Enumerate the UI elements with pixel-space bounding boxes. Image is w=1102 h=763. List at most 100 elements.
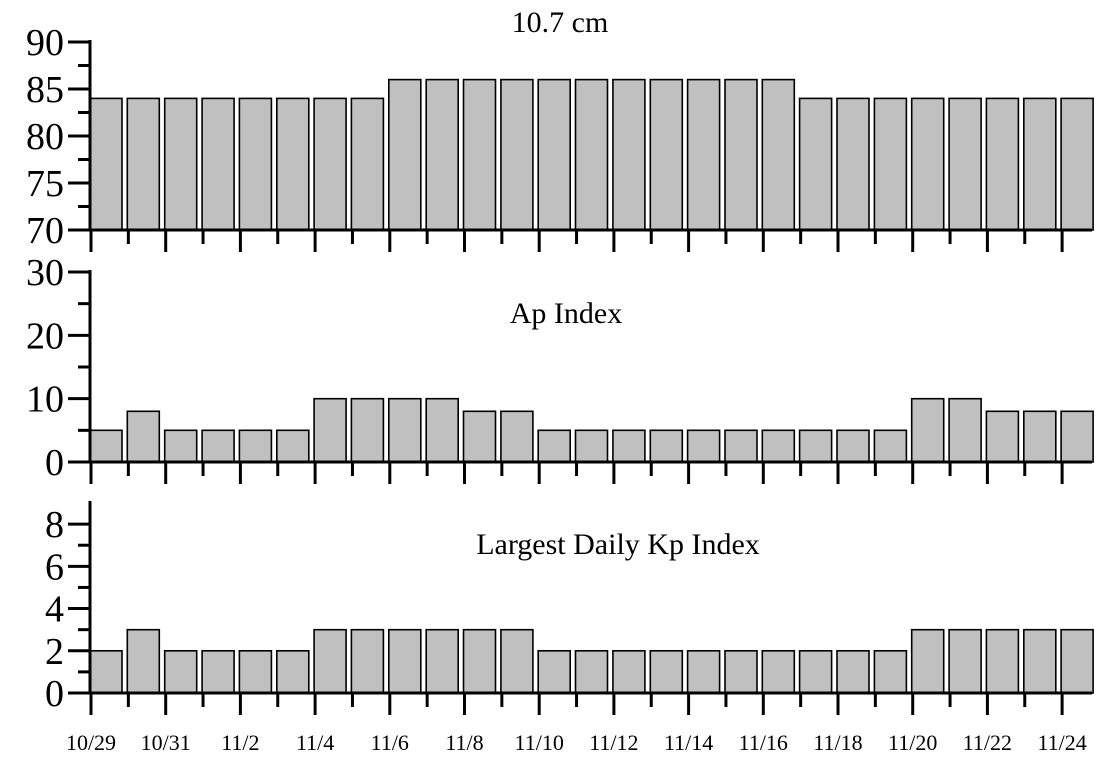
bar-3-11-4	[313, 628, 347, 694]
bar-3-10-29	[89, 649, 123, 694]
bar-2-11-4	[313, 397, 347, 463]
y-tick-label-1-90: 90	[26, 22, 64, 64]
bar-2-11-2	[238, 429, 273, 463]
y-tick-label-3-6: 6	[45, 546, 64, 588]
bar-3-11-3	[275, 649, 310, 694]
bar-1-11-16	[761, 78, 796, 231]
bar-1-11-5	[350, 97, 385, 231]
y-tick-label-3-0: 0	[45, 673, 64, 715]
bar-3-11-5	[350, 628, 385, 694]
bar-3-11-7	[425, 628, 460, 694]
bar-2-11-14	[686, 429, 721, 463]
bar-1-11-11	[574, 78, 609, 231]
x-tick-label-11-14: 11/14	[664, 730, 713, 755]
bar-1-11-23	[1022, 97, 1057, 231]
bar-1-11-12	[612, 78, 646, 231]
bar-2-11-19	[873, 429, 908, 463]
bar-1-11-6	[387, 78, 422, 231]
y-tick-label-2-0: 0	[45, 442, 64, 484]
x-tick-label-11-10: 11/10	[515, 730, 564, 755]
bar-1-11-15	[724, 78, 758, 231]
y-tick-label-1-70: 70	[26, 210, 64, 252]
panel-title-ap-index: Ap Index	[510, 297, 622, 330]
y-tick-label-1-75: 75	[26, 163, 64, 205]
bar-2-11-23	[1022, 410, 1057, 463]
bar-2-11-6	[387, 397, 422, 463]
bar-1-11-4	[313, 97, 347, 231]
bar-3-11-1	[201, 649, 235, 694]
x-tick-label-11-18: 11/18	[813, 730, 862, 755]
bar-2-11-17	[798, 429, 833, 463]
bar-3-11-13	[649, 649, 684, 694]
bar-2-10-29	[89, 429, 123, 463]
bar-1-11-9	[500, 78, 534, 231]
bar-3-11-6	[387, 628, 422, 694]
bar-2-11-11	[574, 429, 609, 463]
x-tick-label-11-8: 11/8	[445, 730, 483, 755]
bar-3-11-11	[574, 649, 609, 694]
bar-1-11-21	[948, 97, 982, 231]
bar-2-11-24	[1060, 410, 1094, 463]
bar-1-11-1	[201, 97, 235, 231]
bar-3-11-14	[686, 649, 721, 694]
bar-2-10-30	[126, 410, 161, 463]
bar-2-11-10	[537, 429, 572, 463]
bar-2-11-20	[910, 397, 945, 463]
bar-1-11-10	[537, 78, 572, 231]
bar-1-11-18	[836, 97, 870, 231]
bar-2-11-13	[649, 429, 684, 463]
bar-3-11-17	[798, 649, 833, 694]
bar-2-11-7	[425, 397, 460, 463]
bar-2-11-1	[201, 429, 235, 463]
bar-2-11-12	[612, 429, 646, 463]
x-tick-label-11-20: 11/20	[888, 730, 937, 755]
bar-2-11-5	[350, 397, 385, 463]
bar-1-11-2	[238, 97, 273, 231]
bar-1-11-3	[275, 97, 310, 231]
panel-title-kp-index: Largest Daily Kp Index	[476, 528, 760, 561]
x-tick-label-11-4: 11/4	[296, 730, 334, 755]
bar-3-11-23	[1022, 628, 1057, 694]
bar-2-11-18	[836, 429, 870, 463]
bar-2-11-8	[462, 410, 497, 463]
bar-3-10-31	[163, 649, 198, 694]
bar-1-11-8	[462, 78, 497, 231]
bar-3-11-12	[612, 649, 646, 694]
bar-2-11-15	[724, 429, 758, 463]
y-tick-label-1-85: 85	[26, 69, 64, 111]
bar-2-11-22	[985, 410, 1020, 463]
bar-2-10-31	[163, 429, 198, 463]
bar-3-11-19	[873, 649, 908, 694]
bar-3-11-22	[985, 628, 1020, 694]
x-tick-label-11-6: 11/6	[371, 730, 409, 755]
bar-3-11-24	[1060, 628, 1094, 694]
y-tick-label-1-80: 80	[26, 116, 64, 158]
bar-3-11-2	[238, 649, 273, 694]
panel-title-10-7cm: 10.7 cm	[512, 6, 609, 39]
bar-1-11-14	[686, 78, 721, 231]
x-tick-label-11-2: 11/2	[221, 730, 259, 755]
bar-2-11-3	[275, 429, 310, 463]
x-tick-label-11-12: 11/12	[589, 730, 638, 755]
bar-3-11-15	[724, 649, 758, 694]
bar-3-11-20	[910, 628, 945, 694]
bar-3-11-9	[500, 628, 534, 694]
x-tick-label-11-22: 11/22	[963, 730, 1012, 755]
bar-1-11-19	[873, 97, 908, 231]
bar-1-11-22	[985, 97, 1020, 231]
bar-2-11-9	[500, 410, 534, 463]
bar-1-11-17	[798, 97, 833, 231]
bar-2-11-16	[761, 429, 796, 463]
bar-1-10-31	[163, 97, 198, 231]
y-tick-label-3-4: 4	[45, 589, 64, 631]
bar-1-10-29	[89, 97, 123, 231]
bar-3-11-16	[761, 649, 796, 694]
bar-2-11-21	[948, 397, 982, 463]
bar-3-11-18	[836, 649, 870, 694]
y-tick-label-2-20: 20	[26, 315, 64, 357]
y-tick-label-2-30: 30	[26, 252, 64, 294]
x-tick-label-11-24: 11/24	[1037, 730, 1086, 755]
bar-3-10-30	[126, 628, 161, 694]
x-tick-label-10-31: 10/31	[141, 730, 191, 755]
